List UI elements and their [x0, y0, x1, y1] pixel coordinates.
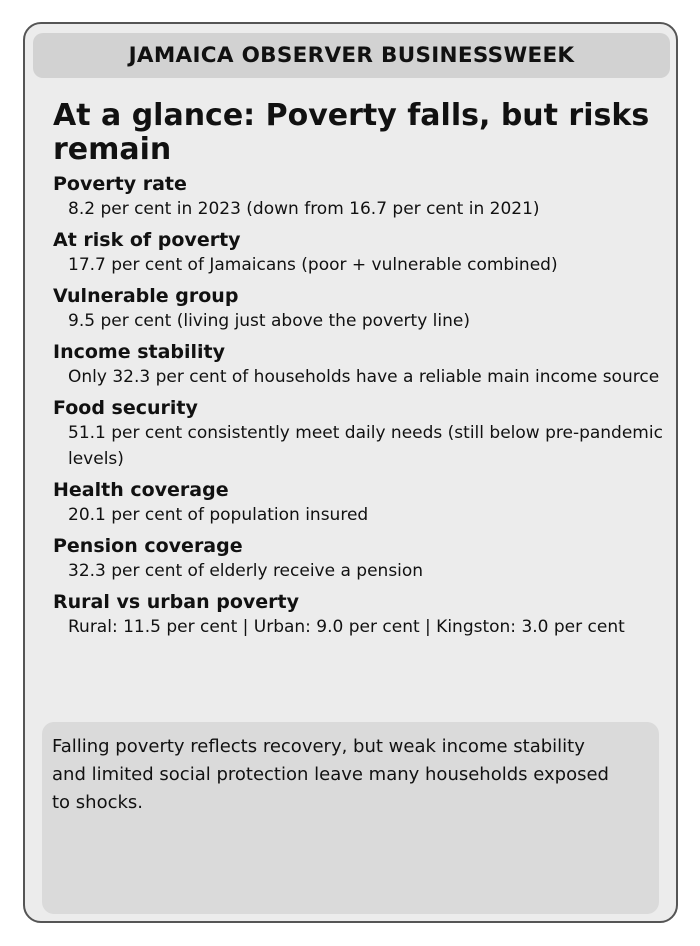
fact-item-income-stability: Income stability Only 32.3 per cent of h…: [53, 340, 675, 390]
fact-item-pension-coverage: Pension coverage 32.3 per cent of elderl…: [53, 534, 675, 584]
fact-value: 17.7 per cent of Jamaicans (poor + vulne…: [68, 255, 558, 275]
fact-value: Only 32.3 per cent of households have a …: [68, 367, 660, 387]
fact-value: 8.2 per cent in 2023 (down from 16.7 per…: [68, 199, 540, 219]
publication-name: JAMAICA OBSERVER BUSINESSWEEK: [128, 43, 575, 68]
fact-label: At risk of poverty: [53, 229, 241, 251]
fact-item-at-risk: At risk of poverty 17.7 per cent of Jama…: [53, 228, 675, 278]
fact-item-food-security: Food security 51.1 per cent consistently…: [53, 396, 675, 472]
fact-label: Health coverage: [53, 479, 229, 501]
fact-value: 51.1 per cent consistently meet daily ne…: [68, 423, 663, 469]
fact-item-poverty-rate: Poverty rate 8.2 per cent in 2023 (down …: [53, 172, 675, 222]
fact-label: Vulnerable group: [53, 285, 239, 307]
summary-text: Falling poverty reflects recovery, but w…: [52, 736, 609, 813]
fact-label: Income stability: [53, 341, 226, 363]
fact-label: Rural vs urban poverty: [53, 591, 300, 613]
fact-value: Rural: 11.5 per cent | Urban: 9.0 per ce…: [68, 617, 625, 637]
fact-item-rural-urban: Rural vs urban poverty Rural: 11.5 per c…: [53, 590, 675, 640]
fact-item-health-coverage: Health coverage 20.1 per cent of populat…: [53, 478, 675, 528]
fact-value: 32.3 per cent of elderly receive a pensi…: [68, 561, 424, 581]
fact-label: Pension coverage: [53, 535, 243, 557]
fact-value: 20.1 per cent of population insured: [68, 505, 369, 525]
masthead-bar: JAMAICA OBSERVER BUSINESSWEEK: [33, 33, 670, 78]
fact-item-vulnerable-group: Vulnerable group 9.5 per cent (living ju…: [53, 284, 675, 334]
fact-list: Poverty rate 8.2 per cent in 2023 (down …: [53, 172, 675, 646]
summary-box: Falling poverty reflects recovery, but w…: [42, 722, 659, 914]
fact-label: Food security: [53, 397, 198, 419]
headline: At a glance: Poverty falls, but risks re…: [53, 98, 650, 167]
factbox-card: JAMAICA OBSERVER BUSINESSWEEK At a glanc…: [23, 22, 678, 923]
fact-value: 9.5 per cent (living just above the pove…: [68, 311, 470, 331]
fact-label: Poverty rate: [53, 173, 187, 195]
